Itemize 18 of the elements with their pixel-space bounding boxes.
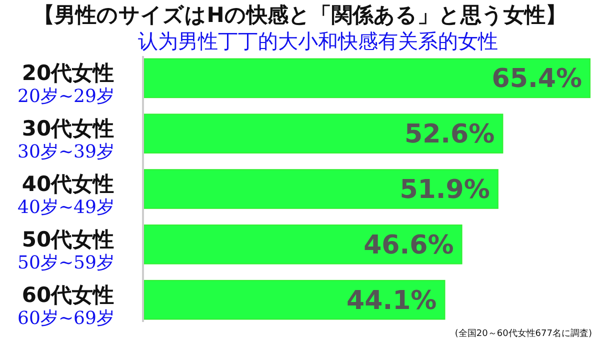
data-label: 65.4% xyxy=(492,64,582,94)
data-label: 46.6% xyxy=(364,230,454,260)
bar xyxy=(144,280,446,320)
data-label: 44.1% xyxy=(346,286,437,316)
bar xyxy=(144,169,498,209)
data-label: 51.9% xyxy=(400,175,490,205)
bar xyxy=(144,58,590,98)
data-label: 52.6% xyxy=(404,120,495,150)
y-tick-label: 20代女性 20岁~29岁 xyxy=(18,61,114,108)
chart-title: 【男性のサイズはHの快感と「関係ある」と思う女性】 xyxy=(34,3,566,27)
chart-subtitle: 认为男性丁丁的大小和快感有关系的女性 xyxy=(138,29,498,53)
y-tick-label: 50代女性 50岁~59岁 xyxy=(18,227,114,274)
bar xyxy=(144,224,462,264)
text: (全国20～60代女性677名に調査) xyxy=(454,328,592,339)
y-tick-label: 40代女性 40岁~49岁 xyxy=(18,172,114,218)
y-tick-label: 60代女性 60岁~69岁 xyxy=(18,282,114,329)
bar xyxy=(144,114,504,154)
y-tick-label: 30代女性 30岁~39岁 xyxy=(18,116,114,163)
